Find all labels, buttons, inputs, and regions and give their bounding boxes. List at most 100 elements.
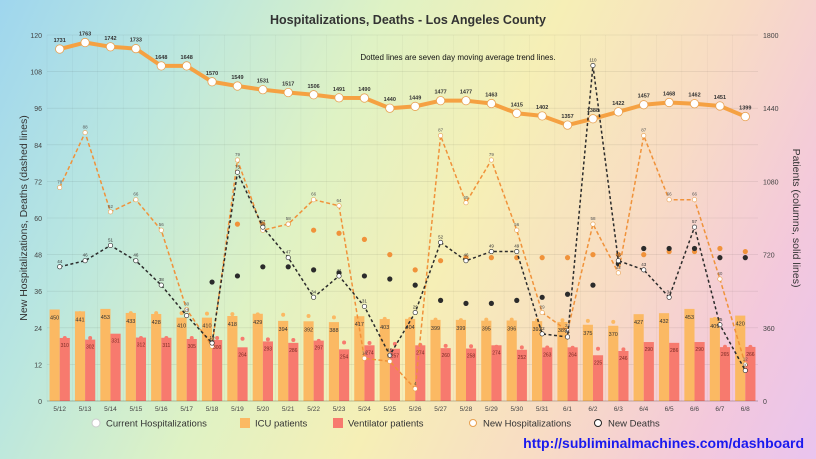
trend-dot [564,255,571,261]
x-tick-label: 6/6 [690,406,699,413]
ventilator-bar [389,348,400,401]
new-hospitalizations-label: 66 [667,192,673,197]
new-hospitalizations-label: 40 [717,271,723,276]
ventilator-bar-label: 312 [137,343,146,349]
y-right-tick-label: 1080 [763,179,779,186]
trend-dot [564,291,571,297]
y-right-axis-title: Patients (columns, solid lines) [790,149,802,288]
trend-dot [717,245,723,252]
new-hospitalizations-point [133,197,139,203]
new-hospitalizations-label: 64 [337,198,343,203]
trend-dot [437,297,444,303]
current-hospitalizations-label: 1451 [714,95,726,101]
ventilator-bar [618,350,629,401]
current-hospitalizations-point [512,108,522,118]
current-hospitalizations-label: 1733 [130,38,142,44]
current-hospitalizations-point [613,107,623,117]
legend-label: Current Hospitalizations [106,419,207,430]
new-hospitalizations-label: 79 [489,152,495,157]
new-deaths-line [59,65,746,371]
new-hospitalizations-point [742,361,748,367]
current-hospitalizations-point [740,111,750,122]
icu-bar [303,321,314,401]
y-left-tick-label: 60 [34,216,42,223]
x-tick-label: 5/31 [536,406,549,413]
current-hospitalizations-label: 1457 [638,94,650,100]
x-tick-label: 5/17 [180,406,193,413]
new-hospitalizations-label: 30 [184,302,190,307]
new-hospitalizations-label: 62 [108,204,114,209]
new-hospitalizations-label: 66 [311,192,317,197]
x-tick-label: 5/24 [358,406,371,413]
new-hospitalizations-point [336,203,342,209]
y-left-tick-label: 72 [34,179,42,186]
trend-dot [469,344,474,349]
new-deaths-point [717,322,723,328]
new-hospitalizations-label: 58 [286,216,292,221]
icu-bar-label: 409 [710,324,719,330]
ventilator-bar [339,349,350,401]
new-hospitalizations-point [82,130,88,136]
new-deaths-point [742,367,748,373]
x-tick-label: 5/26 [409,406,422,413]
icu-bar [49,309,60,401]
trend-dot [484,317,489,322]
x-tick-label: 6/8 [741,406,750,413]
x-tick-label: 6/7 [715,406,724,413]
trend-dot [189,335,194,340]
new-hospitalizations-label: 58 [590,216,596,221]
new-deaths-label: 22 [540,326,546,331]
icu-bar [455,319,466,401]
ventilator-bar [592,355,604,401]
trend-dot [88,335,93,340]
icu-bar [532,321,543,401]
ventilator-bar [491,345,502,401]
new-hospitalizations-point [488,157,494,163]
ventilator-bar-label: 290 [645,347,654,353]
icu-bar-label: 433 [126,319,135,325]
x-tick-label: 5/29 [485,406,498,413]
trend-dot [463,300,469,306]
icu-bar-label: 393 [532,327,541,333]
x-tick-label: 5/19 [231,406,244,413]
icu-bar [506,320,517,401]
new-deaths-point [463,258,469,264]
x-tick-label: 5/12 [53,406,66,413]
ventilator-bar-label: 225 [594,360,603,366]
ventilator-bar [110,333,121,401]
current-hospitalizations-point [461,96,471,106]
x-tick-label: 5/18 [206,406,219,413]
new-deaths-label: 49 [489,244,495,249]
ventilator-bar-label: 257 [391,354,400,360]
ventilator-bar [364,345,375,401]
y-left-axis-title: New Hospitalizations, Deaths (dashed lin… [18,115,30,320]
x-tick-label: 5/23 [333,406,346,413]
new-deaths-point [311,294,317,300]
trend-dot [342,340,347,345]
icu-bar [176,317,187,401]
y-left-tick-label: 108 [30,70,42,77]
icu-bar [557,321,568,401]
icu-bar-label: 429 [253,320,262,326]
trend-dot [215,335,220,340]
new-hospitalizations-point [387,358,393,364]
new-hospitalizations-point [539,310,545,316]
current-hospitalizations-point [486,98,496,109]
new-deaths-label: 41 [337,268,343,273]
icu-bar [735,315,746,401]
trend-dot [412,282,418,288]
new-deaths-point [234,169,240,175]
new-deaths-point [539,331,545,337]
ventilator-bar [567,347,578,401]
icu-bar [633,314,644,401]
x-tick-label: 6/2 [588,406,597,413]
ventilator-bar-label: 252 [518,355,527,361]
icu-bar-label: 428 [152,320,161,326]
new-hospitalizations-label: 12 [743,356,749,361]
current-hospitalizations-label: 1463 [485,93,497,99]
trend-dot [281,312,286,317]
ventilator-bar [237,347,248,401]
trend-dot [585,318,590,323]
ventilator-bar-label: 265 [721,352,730,358]
source-link[interactable]: http://subliminalmachines.com/dashboard [523,435,804,451]
